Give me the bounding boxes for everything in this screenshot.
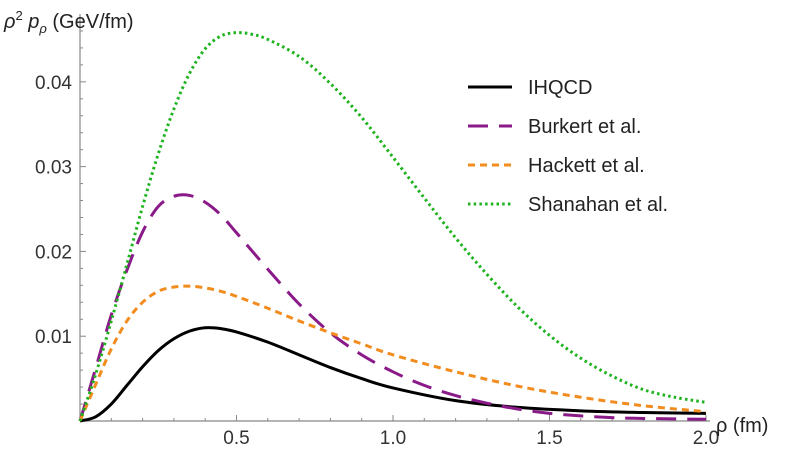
series-line-ihqcd: [79, 326, 707, 423]
y-ticks: 0.01 0.02 0.03 0.04: [35, 30, 86, 405]
legend: IHQCD Burkert et al. Hackett et al. Shanaha…: [468, 77, 668, 216]
series-line-shanahan-et-al: [78, 31, 707, 422]
legend-label-burkert-et-al: Burkert et al.: [528, 116, 641, 138]
y-axis-label: ρ2 pρ (GeV/fm): [3, 8, 134, 36]
y-tick-label: 0.02: [35, 242, 72, 263]
legend-label-hackett-et-al: Hackett et al.: [528, 155, 645, 177]
y-tick-label: 0.03: [35, 158, 72, 179]
x-tick-label: 0.5: [223, 428, 249, 449]
x-axis-label: ρ (fm): [716, 415, 768, 437]
x-tick-label: 2.0: [693, 428, 719, 449]
y-axis-label-sub: ρ: [38, 21, 47, 36]
y-tick-label: 0.04: [35, 73, 72, 94]
series-layer: [78, 31, 707, 423]
y-axis-label-rho: ρ: [3, 11, 15, 33]
legend-label-shanahan-et-al: Shanahan et al.: [528, 194, 668, 216]
x-ticks: 0.5 1.0 1.5 2.0: [110, 415, 719, 449]
legend-label-ihqcd: IHQCD: [528, 77, 592, 99]
series-line-burkert-et-al: [78, 193, 707, 422]
x-tick-label: 1.5: [536, 428, 562, 449]
y-tick-label: 0.01: [35, 327, 72, 348]
axes: [79, 14, 710, 422]
y-axis-label-sup: 2: [15, 8, 22, 23]
x-tick-label: 1.0: [380, 428, 406, 449]
y-axis-label-p: p: [23, 11, 40, 33]
y-axis-label-units: (GeV/fm): [47, 11, 134, 33]
series-line-hackett-et-al: [78, 284, 707, 422]
